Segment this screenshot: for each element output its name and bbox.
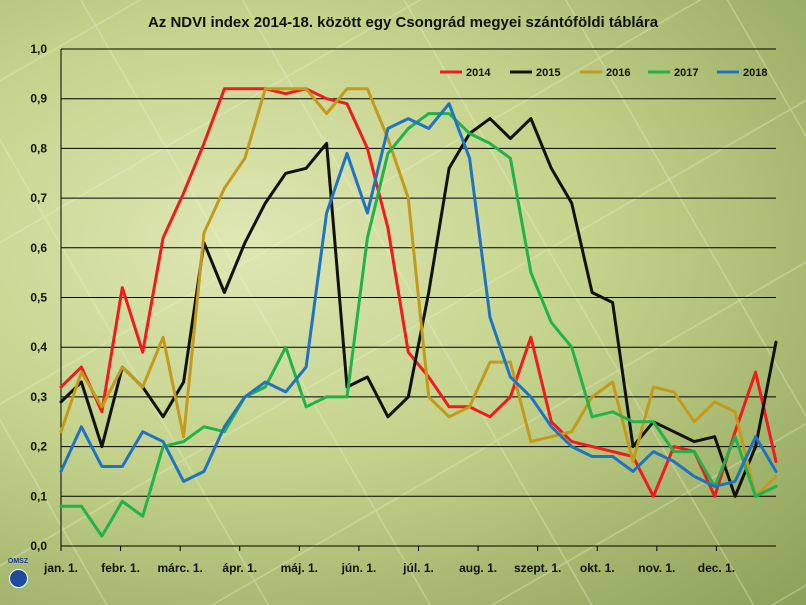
y-axis-ticks: 0,0 0,1 0,2 0,3 0,4 0,5 0,6 0,7 0,8 0,9 1,0: [30, 42, 47, 553]
y-tick-label: 0,6: [30, 241, 47, 255]
x-axis-ticks: jan. 1. febr. 1. márc. 1. ápr. 1. máj. 1. jún…: [43, 546, 735, 575]
x-tick-label: dec. 1.: [698, 561, 735, 575]
y-tick-label: 0,1: [30, 489, 47, 503]
x-tick-label: júl. 1.: [402, 561, 434, 575]
series-line-2014: [59, 87, 778, 498]
x-tick-label: jan. 1.: [43, 561, 78, 575]
y-tick-label: 0,7: [30, 191, 47, 205]
x-tick-label: aug. 1.: [459, 561, 497, 575]
x-tick-label: máj. 1.: [281, 561, 318, 575]
series-line-2017: [59, 112, 778, 538]
y-tick-label: 0,4: [30, 340, 47, 354]
y-tick-label: 0,5: [30, 291, 47, 305]
logo-text: OMSZ: [7, 558, 29, 565]
y-tick-label: 0,0: [30, 539, 47, 553]
legend-label-2014: 2014: [466, 67, 491, 79]
series-line-2016: [59, 87, 778, 498]
series-line-2015: [59, 117, 778, 498]
legend: 2014 2015 2016 2017 2018: [440, 67, 767, 79]
y-tick-label: 0,2: [30, 440, 47, 454]
x-tick-label: jún. 1.: [341, 561, 377, 575]
legend-label-2015: 2015: [536, 67, 560, 79]
legend-label-2016: 2016: [606, 67, 630, 79]
x-tick-label: febr. 1.: [101, 561, 140, 575]
series-line-2018: [59, 102, 778, 488]
legend-label-2017: 2017: [674, 67, 698, 79]
x-tick-label: nov. 1.: [638, 561, 675, 575]
x-tick-label: szept. 1.: [514, 561, 561, 575]
y-tick-label: 0,3: [30, 390, 47, 404]
y-tick-label: 0,9: [30, 92, 47, 106]
chart-title: Az NDVI index 2014-18. között egy Csongr…: [148, 14, 659, 31]
legend-label-2018: 2018: [743, 67, 767, 79]
omsz-logo: OMSZ: [6, 558, 30, 594]
x-tick-label: okt. 1.: [580, 561, 615, 575]
series-lines: [59, 87, 778, 538]
y-tick-label: 1,0: [30, 42, 47, 56]
x-tick-label: ápr. 1.: [222, 561, 257, 575]
logo-emblem-icon: [9, 569, 28, 588]
x-tick-label: márc. 1.: [157, 561, 202, 575]
y-tick-label: 0,8: [30, 141, 47, 155]
